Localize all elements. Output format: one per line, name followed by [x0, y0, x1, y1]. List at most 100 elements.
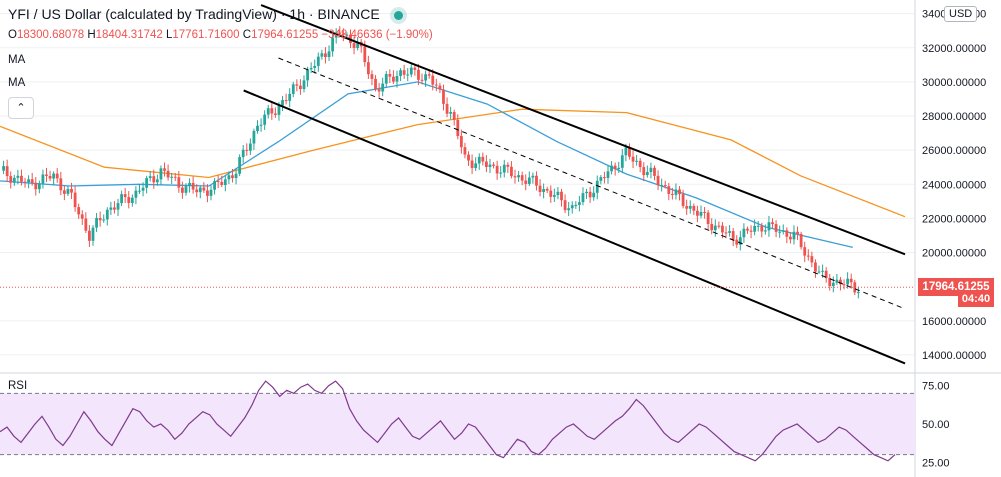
bar-countdown-tag: 04:40 [958, 291, 994, 307]
ma-indicator-label-2[interactable]: MA [8, 77, 26, 89]
candle-body [445, 103, 449, 114]
candle-body [799, 233, 803, 248]
candle-body [324, 53, 327, 58]
candle-body [345, 34, 349, 36]
candle-body [127, 197, 131, 203]
candle-body [485, 161, 488, 167]
candle-body [495, 165, 499, 174]
rsi-pane[interactable]: 75.00 50.00 25.00 [0, 380, 950, 470]
channel-boundary-line [260, 4, 906, 256]
candle-body [846, 278, 850, 285]
candle-body [831, 282, 835, 287]
candle-body [606, 171, 610, 178]
candle-body [499, 172, 503, 174]
candle-body [302, 80, 306, 90]
candle-body [84, 218, 88, 231]
candle-body [145, 178, 149, 188]
candle-body [452, 112, 456, 120]
candle-body [792, 231, 796, 240]
rsi-tick-label: 50.00 [922, 419, 950, 431]
candle-body [663, 185, 667, 187]
chevron-up-icon: ⌃ [16, 102, 26, 114]
candle-body [434, 84, 438, 86]
candle-body [803, 247, 807, 256]
candle-body [753, 225, 757, 232]
candle-body [134, 190, 138, 198]
candle-body [270, 108, 274, 114]
candle-body [9, 176, 13, 183]
candle-body [420, 79, 424, 81]
candle-body [513, 176, 517, 178]
candle-body [284, 100, 288, 102]
symbol-title[interactable]: YFI / US Dollar (calculated by TradingVi… [8, 6, 277, 22]
candle-body [377, 89, 381, 92]
candle-body [266, 108, 270, 115]
collapse-indicators-button[interactable]: ⌃ [8, 97, 34, 119]
candle-body [785, 230, 789, 237]
rsi-indicator-label[interactable]: RSI [8, 380, 28, 392]
candle-body [624, 147, 628, 156]
candle-body [73, 192, 77, 208]
channel-lines [243, 4, 906, 365]
rsi-tick-label: 75.00 [922, 381, 950, 393]
candle-body [227, 175, 231, 180]
interval-label[interactable]: 1h [289, 6, 305, 22]
candle-body [721, 225, 724, 233]
candle-body [299, 85, 302, 90]
candle-body [763, 230, 767, 232]
candle-body [724, 232, 728, 234]
candle-body [41, 174, 45, 184]
candle-body [138, 190, 141, 192]
candle-body [477, 156, 481, 164]
price-tick-label: 26000.00000 [922, 145, 986, 157]
candle-body [234, 173, 238, 179]
candle-body [656, 175, 660, 186]
candle-body [320, 53, 324, 57]
candle-body [177, 177, 181, 188]
candle-body [681, 194, 685, 207]
candle-body [585, 191, 588, 194]
currency-label[interactable]: USD [944, 6, 978, 22]
candle-body [531, 175, 535, 178]
candle-body [152, 176, 156, 183]
candle-body [549, 190, 553, 197]
candle-body [116, 203, 120, 210]
candle-body [563, 200, 567, 211]
candle-body [45, 174, 48, 176]
candle-body [470, 160, 474, 169]
candle-body [366, 62, 370, 75]
candle-body [789, 236, 792, 240]
candle-body [256, 125, 259, 132]
candle-body [313, 65, 317, 68]
candle-body [728, 231, 731, 233]
ma-indicator-label-1[interactable]: MA [8, 54, 26, 66]
candle-body [756, 225, 760, 227]
candle-body [277, 105, 281, 115]
candle-body [248, 143, 252, 151]
candle-body [173, 176, 177, 178]
candle-body [620, 155, 624, 168]
candle-body [191, 182, 195, 190]
candle-body [613, 165, 617, 170]
candle-body [527, 177, 531, 184]
candle-body [273, 113, 277, 115]
candle-body [542, 188, 546, 192]
candle-body [306, 69, 309, 81]
candle-body [241, 149, 245, 158]
candle-body [502, 164, 506, 173]
candle-body [617, 167, 621, 170]
candle-body [37, 183, 41, 190]
candle-body [481, 156, 485, 162]
chart-header: YFI / US Dollar (calculated by TradingVi… [8, 6, 403, 22]
candle-body [577, 202, 581, 205]
candle-body [59, 178, 63, 191]
candle-body [402, 70, 406, 75]
candle-body [209, 189, 213, 196]
candle-body [206, 190, 209, 196]
candle-body [30, 179, 34, 183]
candle-body [717, 225, 721, 227]
candle-body [220, 181, 224, 186]
candle-body [291, 84, 295, 94]
candle-body [77, 207, 81, 215]
